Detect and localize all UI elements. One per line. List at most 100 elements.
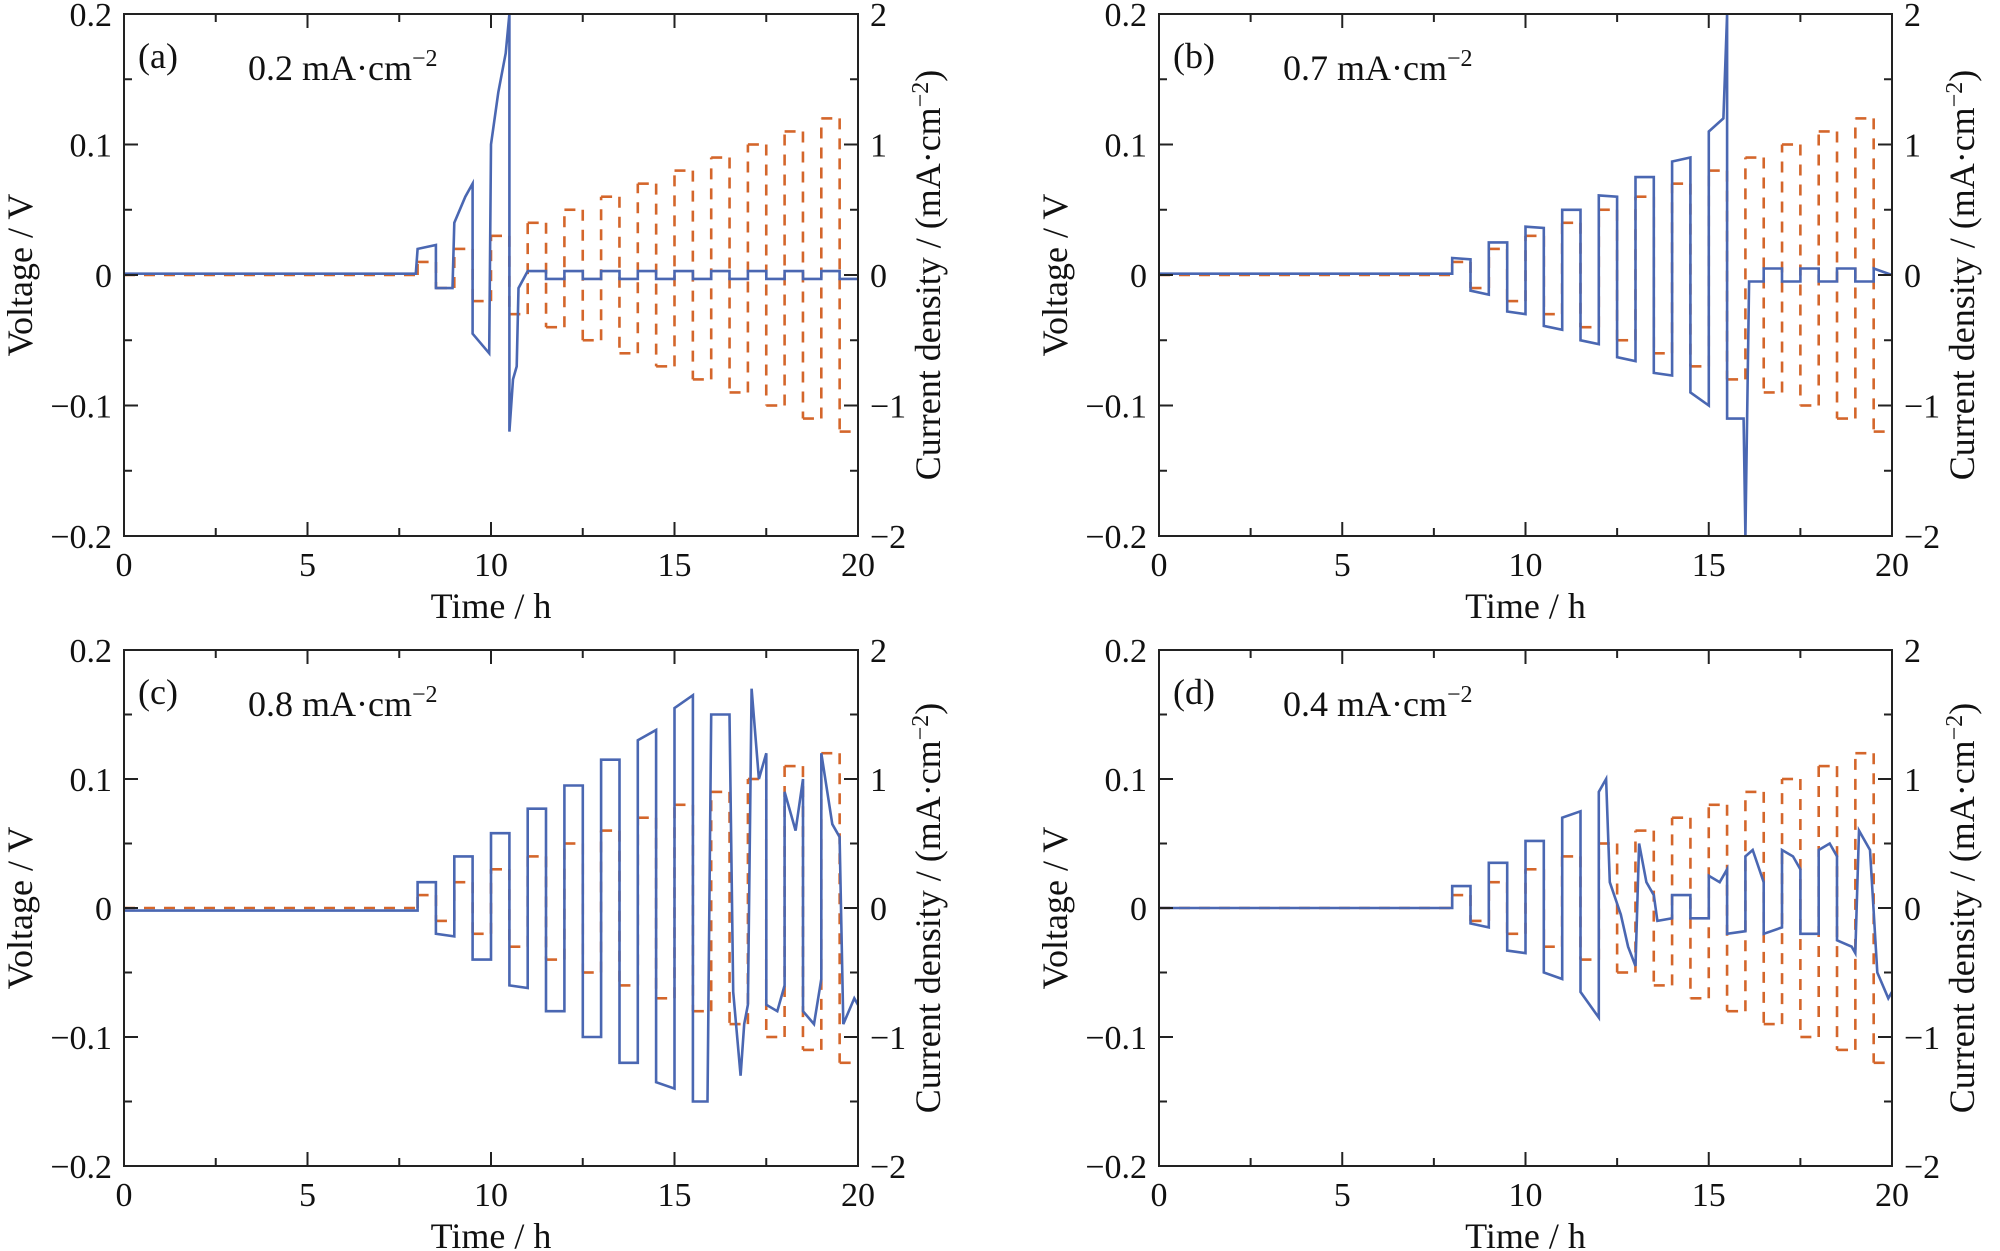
y-tick-label-left: −0.2 (50, 519, 112, 556)
x-tick-label: 15 (658, 547, 692, 584)
panel-label: (d) (1173, 672, 1215, 712)
y-tick-label-left: 0 (95, 258, 112, 295)
y-tick-label-left: 0.2 (1105, 0, 1148, 34)
x-tick-label: 5 (299, 547, 316, 584)
x-axis-label: Time / h (431, 1216, 552, 1251)
panel-label: (a) (138, 36, 178, 76)
current-density-annotation: 0.2 mA·cm−2 (248, 46, 438, 88)
y-tick-label-right: 0 (870, 891, 887, 928)
annotation-sup: −2 (412, 682, 438, 708)
y-axis-label-right-sup: −2 (1942, 82, 1968, 108)
x-axis-label: Time / h (1465, 586, 1586, 626)
y-axis-label-right-main: Current density / (mA·cm (908, 107, 948, 480)
y-axis-label-right-main: Current density / (mA·cm (1942, 107, 1982, 480)
y-tick-label-right: 0 (1904, 258, 1921, 295)
y-tick-label-right: −1 (870, 1020, 906, 1057)
current-density-annotation: 0.8 mA·cm−2 (248, 682, 438, 724)
x-tick-label: 20 (1875, 1177, 1909, 1214)
y-axis-label-left: Voltage / V (1035, 827, 1075, 990)
x-tick-label: 20 (841, 1177, 875, 1214)
y-tick-label-right: 2 (870, 633, 887, 670)
x-tick-label: 5 (299, 1177, 316, 1214)
x-tick-label: 10 (474, 547, 508, 584)
x-tick-label: 10 (1509, 1177, 1543, 1214)
y-tick-label-right: 1 (870, 128, 887, 165)
y-tick-label-right: 1 (870, 762, 887, 799)
x-tick-label: 5 (1334, 1177, 1351, 1214)
y-tick-label-right: −2 (1904, 1149, 1940, 1186)
x-tick-label: 15 (658, 1177, 692, 1214)
y-tick-label-right: −2 (870, 1149, 906, 1186)
voltage-series (1159, 774, 1892, 1022)
y-tick-label-right: 2 (1904, 0, 1921, 34)
y-tick-label-left: 0 (1130, 891, 1147, 928)
current-density-annotation: 0.4 mA·cm−2 (1283, 682, 1473, 724)
voltage-series (124, 14, 858, 432)
y-tick-label-left: −0.1 (1085, 1020, 1147, 1057)
y-axis-label-right-tail: ) (1942, 70, 1982, 82)
y-axis-label-left: Voltage / V (0, 827, 40, 990)
x-tick-label: 0 (1151, 1177, 1168, 1214)
y-axis-label-right-tail: ) (908, 703, 948, 715)
voltage-series (1159, 14, 1892, 536)
panel-label: (c) (138, 672, 178, 712)
voltage-series (124, 688, 858, 1103)
panel-label: (b) (1173, 36, 1215, 76)
x-tick-label: 15 (1692, 1177, 1726, 1214)
y-tick-label-right: −2 (1904, 519, 1940, 556)
y-tick-label-right: −1 (870, 389, 906, 426)
y-tick-label-right: 2 (1904, 633, 1921, 670)
y-tick-label-right: 0 (1904, 891, 1921, 928)
y-axis-label-right-sup: −2 (1942, 715, 1968, 741)
y-tick-label-left: −0.2 (1085, 519, 1147, 556)
y-tick-label-right: −1 (1904, 389, 1940, 426)
y-tick-label-right: 2 (870, 0, 887, 34)
x-tick-label: 15 (1692, 547, 1726, 584)
y-tick-label-left: 0.1 (1105, 762, 1148, 799)
y-axis-label-right-tail: ) (1942, 703, 1982, 715)
x-tick-label: 0 (116, 547, 133, 584)
y-tick-label-left: 0 (95, 891, 112, 928)
y-tick-label-left: −0.1 (50, 1020, 112, 1057)
x-tick-label: 0 (116, 1177, 133, 1214)
x-axis-label: Time / h (431, 586, 552, 626)
annotation-sup: −2 (1447, 46, 1473, 72)
y-axis-label-right-sup: −2 (908, 82, 934, 108)
annotation-main: 0.8 mA·cm (248, 684, 412, 724)
y-tick-label-left: 0.1 (70, 762, 113, 799)
y-tick-label-right: −1 (1904, 1020, 1940, 1057)
current-density-annotation: 0.7 mA·cm−2 (1283, 46, 1473, 88)
annotation-main: 0.4 mA·cm (1283, 684, 1447, 724)
y-axis-label-right: Current density / (mA·cm−2) (1942, 703, 1982, 1113)
y-tick-label-right: −2 (870, 519, 906, 556)
annotation-sup: −2 (412, 46, 438, 72)
y-tick-label-left: 0.2 (70, 0, 113, 34)
y-axis-label-left: Voltage / V (0, 194, 40, 357)
y-tick-label-right: 1 (1904, 128, 1921, 165)
y-axis-label-right-sup: −2 (908, 715, 934, 741)
y-axis-label-right-main: Current density / (mA·cm (1942, 740, 1982, 1113)
x-tick-label: 10 (474, 1177, 508, 1214)
x-axis-label: Time / h (1465, 1216, 1586, 1251)
y-tick-label-left: 0 (1130, 258, 1147, 295)
annotation-main: 0.2 mA·cm (248, 48, 412, 88)
y-axis-label-right: Current density / (mA·cm−2) (908, 70, 948, 480)
y-tick-label-left: 0.2 (1105, 633, 1148, 670)
x-tick-label: 20 (841, 547, 875, 584)
annotation-sup: −2 (1447, 682, 1473, 708)
x-tick-label: 10 (1509, 547, 1543, 584)
y-tick-label-right: 0 (870, 258, 887, 295)
y-tick-label-left: −0.2 (1085, 1149, 1147, 1186)
y-axis-label-left: Voltage / V (1035, 194, 1075, 357)
annotation-main: 0.7 mA·cm (1283, 48, 1447, 88)
y-tick-label-right: 1 (1904, 762, 1921, 799)
x-tick-label: 20 (1875, 547, 1909, 584)
y-tick-label-left: −0.1 (50, 389, 112, 426)
y-axis-label-right: Current density / (mA·cm−2) (908, 703, 948, 1113)
y-tick-label-left: −0.2 (50, 1149, 112, 1186)
y-tick-label-left: −0.1 (1085, 389, 1147, 426)
